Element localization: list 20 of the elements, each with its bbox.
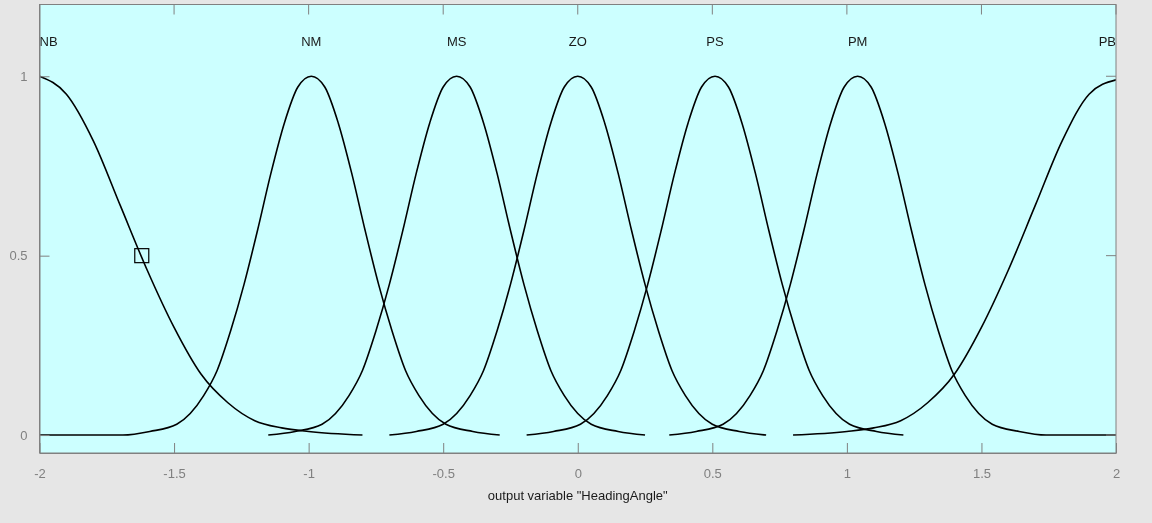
- x-tick-label: 1.5: [972, 466, 991, 482]
- x-tick-label: 2: [1112, 466, 1121, 482]
- text: NB: [39, 34, 58, 49]
- x-tick-label: 0: [574, 466, 582, 482]
- x-tick-label: 0.5: [703, 466, 722, 482]
- y-tick-label: 1: [20, 68, 28, 84]
- y-tick-label: 0: [20, 427, 28, 443]
- text: PS: [706, 34, 724, 49]
- text: ZO: [568, 34, 587, 49]
- x-tick-label: -0.5: [432, 466, 455, 482]
- x-tick-label: -1: [303, 466, 315, 482]
- text: NM: [301, 34, 322, 49]
- text: PM: [847, 34, 868, 49]
- text: PB: [1098, 34, 1116, 49]
- x-tick-label: -2: [34, 466, 46, 482]
- x-tick-label: -1.5: [163, 466, 186, 482]
- text: MS: [446, 34, 467, 49]
- y-tick-label: 0.5: [9, 248, 28, 264]
- x-tick-label: 1: [843, 466, 851, 482]
- x-axis-title: output variable "HeadingAngle": [487, 488, 669, 503]
